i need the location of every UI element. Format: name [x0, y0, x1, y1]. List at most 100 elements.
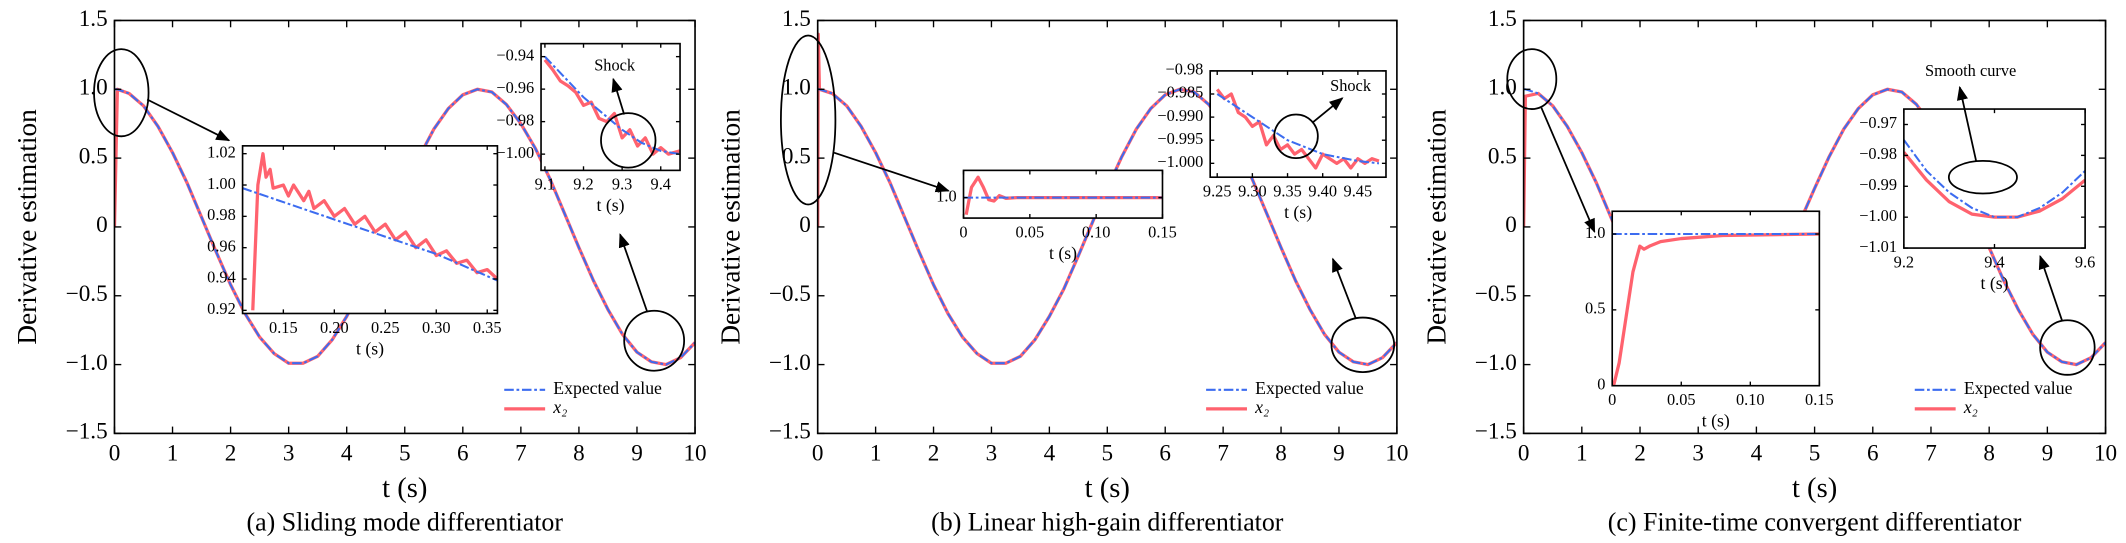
x-tick-label: 0.30	[422, 318, 451, 337]
y-tick-label: 1.0	[782, 75, 811, 101]
legend-label: x₂	[1963, 397, 1978, 417]
y-tick-label: −1.5	[66, 419, 108, 445]
x-tick-label: 2	[225, 441, 237, 467]
main-plot: 0 1 2 3 4 5 6 7 8 9 10 −1.5 −1.0 −0.5 0 0.5 1.0 1.5 t (s) D…	[12, 6, 706, 537]
y-tick-label: −0.995	[1157, 129, 1203, 148]
y-tick-label: 1.5	[79, 6, 108, 32]
x-axis-label: t (s)	[1049, 243, 1077, 263]
arrow	[611, 77, 626, 115]
axes-frame	[241, 145, 499, 315]
y-tick-label: −0.98	[496, 110, 534, 129]
y-tick-label: −1.000	[1157, 152, 1203, 171]
x-tick-label: 9.6	[2075, 252, 2095, 271]
legend-label: x₂	[1254, 397, 1269, 417]
x-tick-label: 10	[1385, 441, 1408, 467]
x-tick-label: 10	[683, 441, 706, 467]
y-tick-label: 0	[96, 212, 108, 238]
series-line	[1903, 151, 2086, 219]
annotation: Shock	[594, 56, 636, 75]
y-tick-label: 0	[1597, 374, 1605, 393]
x-tick-label: 0.10	[1736, 390, 1765, 409]
caption: (a) Sliding mode differentiator	[247, 508, 564, 537]
series-group	[817, 32, 1397, 367]
annotations	[93, 34, 2096, 376]
y-tick-label: −0.96	[496, 78, 534, 97]
series-line	[1523, 88, 2106, 366]
y-tick-label: 0.5	[1488, 143, 1517, 169]
y-tick-label: 0.96	[207, 236, 236, 255]
y-tick-label: 0	[799, 212, 811, 238]
x-tick-label: 9.1	[535, 175, 555, 194]
main-plot: 0 1 2 3 4 5 6 7 8 9 10 −1.5 −1.0 −0.5 0 0.5 1.0 1.5 t (s) D…	[715, 6, 1408, 537]
x-tick-label: 0.15	[269, 318, 298, 337]
x-tick-label: 3	[283, 441, 295, 467]
arrow	[618, 233, 649, 313]
x-tick-label: 9	[631, 441, 643, 467]
x-tick-label: 7	[1925, 441, 1937, 467]
x-tick-label: 0.25	[371, 318, 400, 337]
y-tick-label: −0.98	[1166, 60, 1204, 79]
y-tick-label: 0.5	[782, 143, 811, 169]
x-tick-label: 9	[1333, 441, 1345, 467]
inset-background	[963, 170, 1163, 219]
x-tick-label: 0	[812, 441, 824, 467]
legend-label: x₂	[552, 397, 567, 417]
series-group	[242, 152, 498, 311]
x-tick-label: 6	[1159, 441, 1171, 467]
y-tick-label: −0.990	[1157, 106, 1203, 125]
x-tick-label: 1	[167, 441, 179, 467]
x-tick-label: 7	[1217, 441, 1229, 467]
series-line	[1903, 139, 2086, 219]
x-axis-label: t (s)	[356, 338, 384, 358]
x-tick-label: 8	[1275, 441, 1287, 467]
x-tick-label: 1	[1576, 441, 1588, 467]
series-group	[1215, 88, 1380, 170]
series-line	[817, 88, 1397, 366]
x-tick-label: 5	[1809, 441, 1821, 467]
x-tick-label: 0.10	[1082, 222, 1111, 241]
y-tick-label: −0.5	[1475, 281, 1517, 307]
y-tick-label: −1.00	[496, 143, 534, 162]
y-tick-label: 1.0	[1585, 223, 1605, 242]
x-tick-label: 3	[1692, 441, 1704, 467]
series-line	[1612, 232, 1820, 386]
series-group	[543, 55, 681, 156]
highlight-ellipse	[1947, 159, 2018, 195]
arrow	[1956, 85, 1977, 162]
y-tick-label: −1.0	[769, 350, 811, 376]
highlight-ellipse	[1273, 113, 1319, 159]
x-tick-label: 0	[1608, 390, 1616, 409]
x-tick-label: 1	[870, 441, 882, 467]
series-line	[543, 58, 681, 156]
highlight-ellipse	[780, 34, 837, 206]
highlight-ellipse	[600, 112, 657, 169]
axes-frame	[1209, 70, 1387, 179]
y-tick-label: −1.5	[769, 419, 811, 445]
x-tick-label: 9.3	[612, 175, 632, 194]
y-tick-label: −1.0	[1475, 350, 1517, 376]
x-axis-label: t (s)	[1980, 273, 2008, 293]
inset-plot: 0.15 0.20 0.25 0.30 0.35 0.92 0.94 0.96 0.98 1.00…	[207, 142, 501, 358]
y-tick-label: −0.5	[769, 281, 811, 307]
arrow	[1332, 257, 1357, 320]
y-axis-label: Derivative estimation	[12, 109, 42, 345]
x-tick-label: 5	[1102, 441, 1114, 467]
legend-label: Expected value	[1255, 378, 1364, 398]
inset-plot: 0 0.05 0.10 0.15 0 0.5 1.0 t (s)	[1585, 210, 1834, 431]
x-tick-label: 0.05	[1016, 222, 1045, 241]
x-tick-label: 0	[1518, 441, 1530, 467]
x-tick-label: 6	[457, 441, 469, 467]
series-group	[1903, 139, 2086, 219]
highlight-ellipse	[623, 309, 686, 372]
x-tick-label: 0.20	[320, 318, 349, 337]
y-tick-label: −0.94	[496, 45, 534, 64]
x-tick-label: 9	[2042, 441, 2054, 467]
y-tick-label: 0.94	[207, 268, 236, 287]
y-tick-label: −1.01	[1859, 237, 1897, 256]
inset-plot: 9.1 9.2 9.3 9.4 −0.94 −0.96 −0.98 −1.00 t (s) Sho…	[496, 42, 681, 215]
inset-background	[1612, 211, 1820, 386]
y-tick-label: −0.985	[1157, 83, 1203, 102]
x-tick-label: 9.45	[1344, 181, 1373, 200]
y-tick-label: 0.5	[1585, 299, 1605, 318]
x-tick-label: 9.35	[1273, 181, 1302, 200]
